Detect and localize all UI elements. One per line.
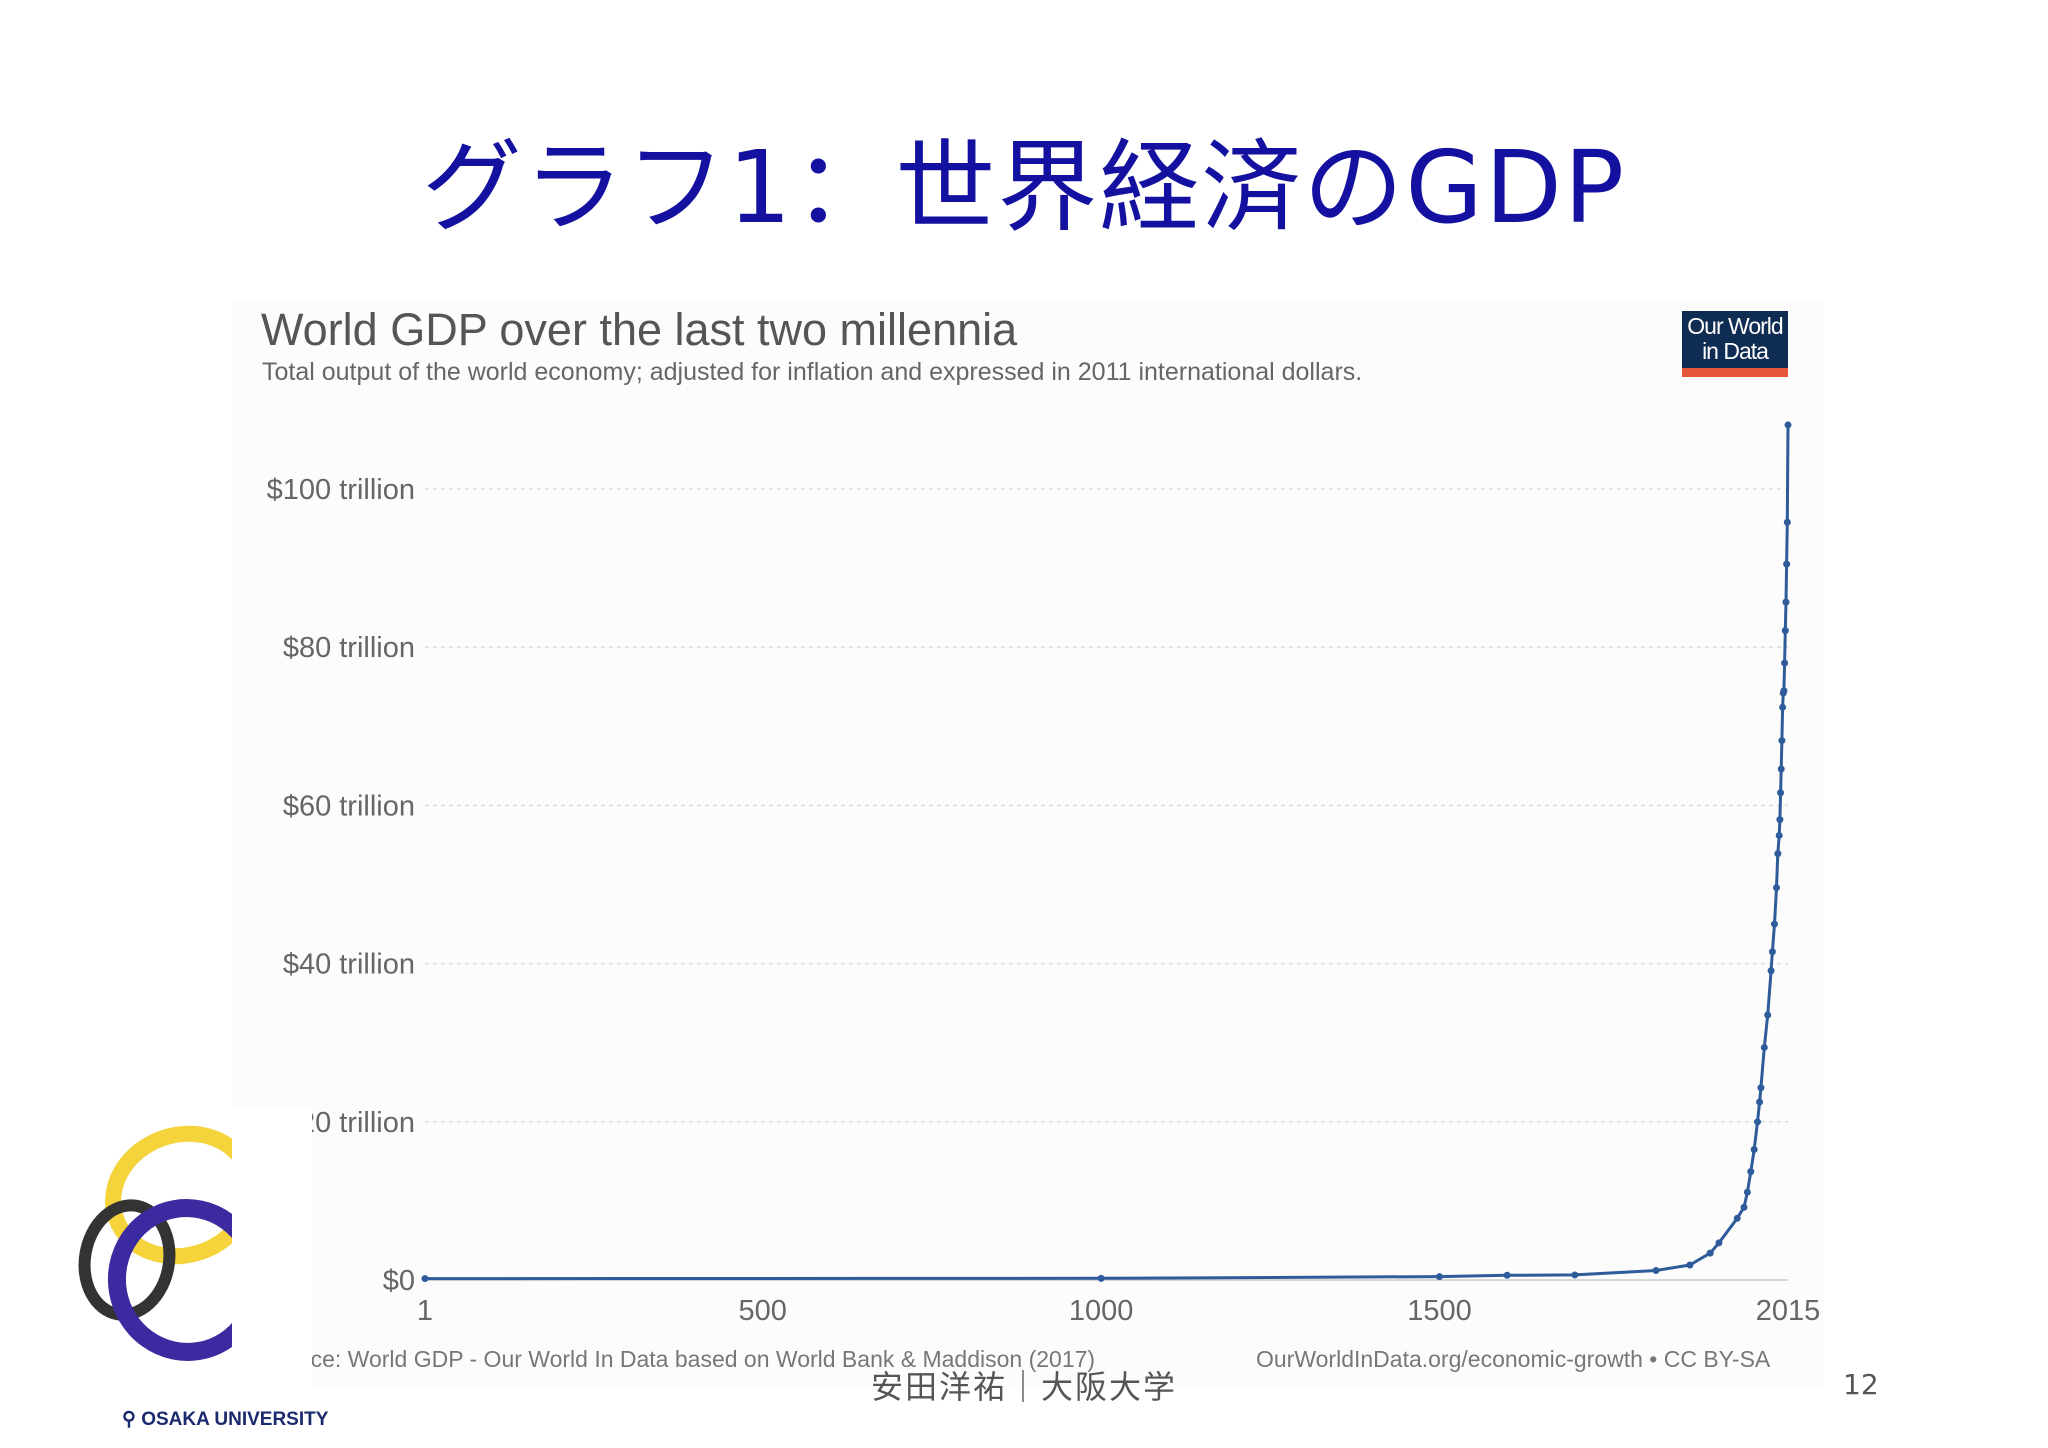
chart-source: Source: World GDP - Our World In Data ba… [262, 1346, 1096, 1372]
university-icon: ⚲ [122, 1409, 142, 1430]
data-point [1776, 816, 1784, 824]
x-tick-label: 500 [739, 1295, 787, 1327]
y-tick-label: $0 [383, 1265, 415, 1297]
chart-credit-link[interactable]: OurWorldInData.org/economic-growth • CC … [1256, 1346, 1771, 1372]
data-point [1774, 850, 1782, 858]
data-point [1781, 659, 1789, 667]
data-point [1782, 598, 1790, 606]
y-tick-label: $40 trillion [283, 949, 415, 981]
data-point [1652, 1267, 1660, 1275]
series-line-path [424, 424, 1790, 1281]
data-point [1768, 948, 1776, 956]
data-point [1097, 1274, 1105, 1282]
chart-panel [232, 300, 1824, 1390]
data-point [1435, 1273, 1443, 1281]
data-point [1778, 737, 1786, 745]
data-point [1781, 627, 1789, 635]
data-point [1767, 967, 1775, 975]
chart-title: World GDP over the last two millennia [261, 304, 1018, 355]
data-point [1715, 1239, 1723, 1247]
page-number: 12 [1843, 1368, 1879, 1401]
chart-subtitle: Total output of the world economy; adjus… [262, 358, 1363, 386]
data-point [1750, 1145, 1758, 1153]
data-point [1686, 1261, 1694, 1269]
y-tick-label: $60 trillion [283, 790, 415, 822]
logo-accent-bar [1682, 368, 1788, 377]
data-point [1775, 831, 1783, 839]
series-line [424, 424, 1790, 1281]
logo-line-2: in Data [1702, 338, 1769, 364]
our-world-in-data-logo: Our World in Data [1682, 311, 1788, 377]
data-point [1779, 703, 1787, 711]
data-point [1706, 1249, 1714, 1257]
data-point [1770, 920, 1778, 928]
data-point [1754, 1118, 1762, 1126]
data-point [1780, 687, 1788, 695]
data-point [1772, 884, 1780, 892]
data-point [1571, 1271, 1579, 1279]
data-point [1777, 765, 1785, 773]
x-axis-labels: 1 500 1000 1500 2015 [417, 1295, 1820, 1327]
data-point [1784, 421, 1792, 429]
series-points [421, 421, 1792, 1283]
data-point [421, 1275, 429, 1283]
gridlines [425, 488, 1788, 1281]
data-point [1740, 1203, 1748, 1211]
logo-line-1: Our World [1687, 313, 1783, 339]
y-tick-label: $80 trillion [283, 632, 415, 664]
x-tick-label: 2015 [1756, 1295, 1821, 1327]
university-name: ⚲ OSAKA UNIVERSITY [122, 1408, 328, 1431]
x-tick-label: 1500 [1407, 1295, 1472, 1327]
data-point [1503, 1271, 1511, 1279]
slide-title: グラフ1：世界経済のGDP [421, 129, 1627, 246]
data-point [1733, 1214, 1741, 1222]
data-point [1747, 1168, 1755, 1176]
data-point [1783, 560, 1791, 568]
x-tick-label: 1000 [1069, 1295, 1134, 1327]
y-tick-label: $100 trillion [267, 474, 415, 506]
x-tick-label: 1 [417, 1295, 433, 1327]
university-name-text: OSAKA UNIVERSITY [141, 1409, 329, 1430]
data-point [1783, 518, 1791, 526]
data-point [1760, 1043, 1768, 1051]
data-point [1743, 1188, 1751, 1196]
data-point [1756, 1098, 1764, 1106]
footer-author: 安田洋祐｜大阪大学 [870, 1368, 1177, 1406]
data-point [1757, 1084, 1765, 1092]
osaka-university-rings-logo [72, 1110, 312, 1400]
data-point [1764, 1011, 1772, 1019]
data-point [1777, 789, 1785, 797]
